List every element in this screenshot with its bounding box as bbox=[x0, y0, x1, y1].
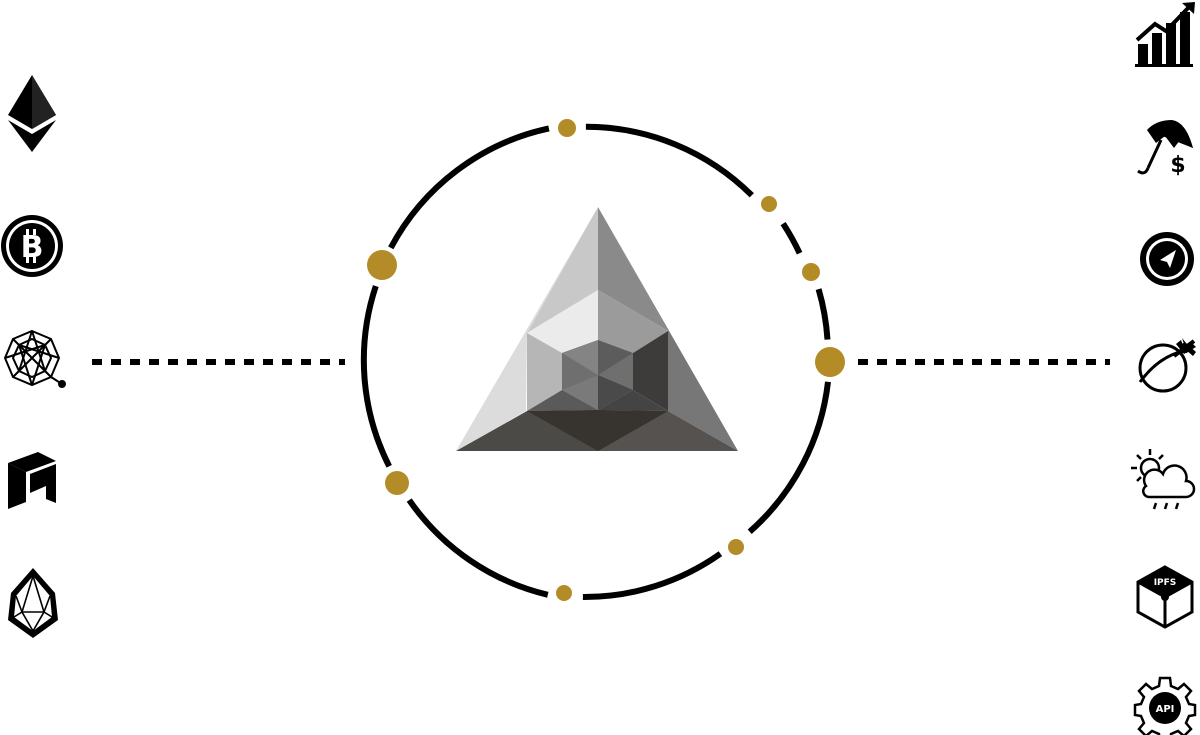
svg-text:B: B bbox=[21, 230, 44, 265]
eos-icon bbox=[8, 568, 58, 638]
bitcoin-icon: B bbox=[1, 215, 63, 277]
svg-text:$: $ bbox=[1170, 153, 1185, 178]
gold-node bbox=[802, 263, 820, 281]
ring-arc bbox=[388, 125, 550, 250]
ring-arc bbox=[406, 498, 549, 598]
ring bbox=[360, 123, 831, 601]
gold-node bbox=[558, 119, 576, 137]
ring-arc bbox=[780, 221, 803, 255]
gold-node bbox=[367, 250, 397, 280]
gold-node bbox=[728, 539, 744, 555]
ethereum-icon bbox=[8, 75, 56, 152]
qtum-icon bbox=[3, 329, 66, 388]
ring-arc bbox=[815, 288, 831, 340]
ring-arc bbox=[747, 381, 831, 534]
ring-nodes bbox=[367, 119, 845, 601]
neo-icon bbox=[8, 452, 56, 509]
compass-icon bbox=[1140, 232, 1194, 286]
api-gear-icon: API bbox=[1133, 676, 1197, 735]
ring-arc bbox=[582, 551, 723, 601]
bar-chart-growth-icon bbox=[1135, 2, 1195, 67]
gold-node bbox=[761, 196, 777, 212]
ring-arc bbox=[585, 123, 754, 198]
api-label: API bbox=[1156, 704, 1175, 715]
faceted-triangle-logo-icon bbox=[456, 207, 738, 451]
ring-arc bbox=[360, 285, 392, 468]
gold-node bbox=[815, 347, 845, 377]
ipfs-label: IPFS bbox=[1154, 578, 1177, 588]
weather-icon bbox=[1131, 449, 1196, 510]
ipfs-cube-icon: IPFS bbox=[1136, 565, 1194, 629]
umbrella-dollar-icon: $ bbox=[1137, 120, 1193, 178]
gold-node bbox=[556, 585, 572, 601]
flight-icon bbox=[1138, 338, 1196, 393]
gold-node bbox=[385, 471, 409, 495]
